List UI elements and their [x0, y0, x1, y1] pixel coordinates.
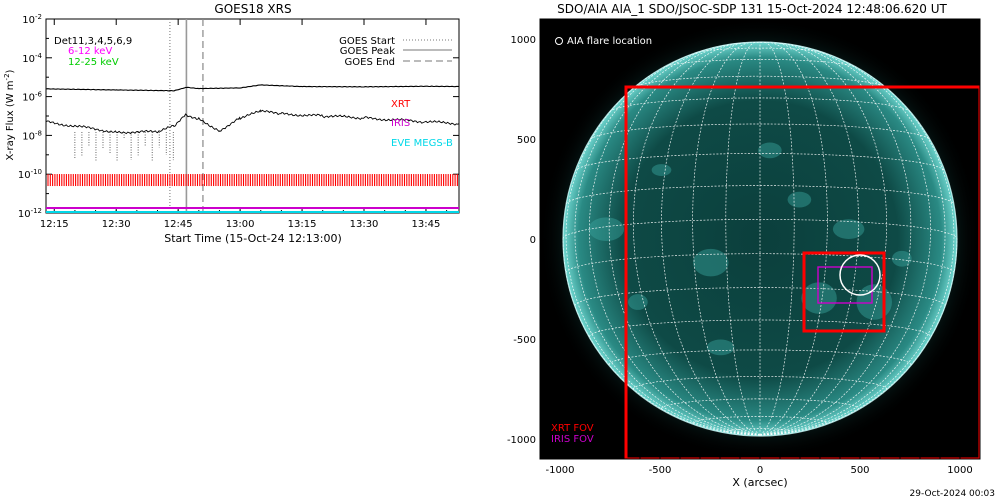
active-region	[588, 217, 625, 241]
flare-location-label: AIA flare location	[567, 36, 652, 47]
longitude-gridline	[725, 41, 761, 436]
det-label: Det11,3,4,5,6,9	[54, 36, 132, 47]
longitude-gridline	[759, 50, 946, 436]
latitude-gridline	[566, 185, 954, 205]
xrt-fov-box	[624, 85, 980, 459]
x-tick-label: 12:30	[102, 219, 131, 230]
goes-legend: GOES Start GOES Peak GOES End	[339, 36, 452, 68]
active-region	[832, 219, 865, 239]
active-region	[787, 191, 812, 208]
latitude-gridline	[608, 349, 912, 366]
latitude-gridline	[725, 428, 795, 433]
aia-y-tick-label: 0	[530, 235, 536, 246]
latitude-gridline	[590, 123, 930, 140]
y-tick-label: 10-8	[22, 129, 42, 142]
active-region	[693, 248, 729, 277]
longitude-gridline	[589, 44, 761, 436]
latitude-gridline	[663, 59, 857, 68]
active-region	[758, 142, 782, 159]
longitude-gridline	[759, 42, 828, 436]
longitude-gridline	[759, 42, 887, 436]
xrt-fov-inner-box	[802, 251, 886, 333]
x-tick-label: 13:00	[226, 219, 255, 230]
iris-fov-label: IRIS FOV	[551, 434, 594, 445]
iris-fov-box	[817, 266, 873, 304]
xrt-fov-label: XRT FOV	[551, 423, 594, 434]
aia-xlabel: X (arcsec)	[732, 476, 787, 489]
aia-x-tick-label: 500	[850, 465, 869, 476]
aia-x-tick-label: -500	[649, 465, 672, 476]
aia-x-tick-label: 0	[757, 465, 763, 476]
band-12-25-label: 12-25 keV	[68, 57, 119, 68]
aia-title: SDO/AIA AIA_1 SDO/JSOC-SDP 131 15-Oct-20…	[557, 2, 947, 16]
longitude-gridline	[574, 50, 761, 436]
flare-location-circle	[839, 254, 881, 296]
active-region	[628, 294, 648, 310]
legend-goes-peak: GOES Peak	[340, 46, 395, 57]
x-tick-label: 13:30	[350, 219, 379, 230]
y-tick-label: 10-12	[18, 207, 42, 220]
y-tick-label: 10-10	[18, 168, 42, 181]
sun-limb	[562, 41, 958, 437]
aia-y-tick-label: -1000	[507, 435, 536, 446]
active-region	[706, 339, 735, 356]
aia-y-tick-label: 1000	[511, 35, 536, 46]
band-6-12-label: 6-12 keV	[68, 46, 112, 57]
goes-chart-title: GOES18 XRS	[214, 2, 291, 16]
xrt-label: XRT	[391, 99, 411, 110]
goes-xlabel: Start Time (15-Oct-24 12:13:00)	[164, 232, 342, 245]
y-tick-label: 10-2	[22, 13, 42, 26]
goes-series-line	[45, 84, 460, 92]
aia-image-panel: SDO/AIA AIA_1 SDO/JSOC-SDP 131 15-Oct-20…	[507, 2, 981, 489]
legend-goes-start: GOES Start	[339, 36, 395, 47]
x-tick-label: 12:15	[40, 219, 69, 230]
goes-series-line	[45, 109, 460, 135]
x-tick-label: 13:15	[288, 219, 317, 230]
active-region	[651, 164, 672, 176]
aia-y-tick-label: 500	[517, 135, 536, 146]
aia-x-tick-label: -1000	[545, 465, 574, 476]
longitude-gridline	[692, 42, 761, 436]
active-region	[891, 250, 912, 267]
x-tick-label: 12:45	[164, 219, 193, 230]
longitude-gridline	[633, 42, 761, 436]
latitude-gridline	[562, 218, 958, 240]
y-tick-label: 10-6	[22, 91, 42, 104]
goes-ylabel: X-ray Flux (W m-2)	[3, 69, 16, 160]
flare-location-marker-icon	[555, 37, 563, 45]
active-region	[801, 282, 837, 314]
footer-date: 29-Oct-2024 00:03	[910, 489, 995, 499]
eve-label: EVE MEGS-B	[391, 138, 453, 149]
goes-xrs-chart: GOES18 XRS 10-2 10-4 10-6 10-8 10-10 10-12 12…	[3, 2, 460, 245]
x-tick-label: 13:45	[412, 219, 441, 230]
aia-x-tick-label: 1000	[947, 465, 972, 476]
iris-label: IRIS	[391, 118, 410, 129]
y-tick-label: 10-4	[22, 52, 42, 65]
longitude-gridline	[759, 41, 795, 436]
longitude-gridline	[759, 44, 931, 436]
aia-y-tick-label: -500	[513, 335, 536, 346]
legend-goes-end: GOES End	[345, 57, 395, 68]
